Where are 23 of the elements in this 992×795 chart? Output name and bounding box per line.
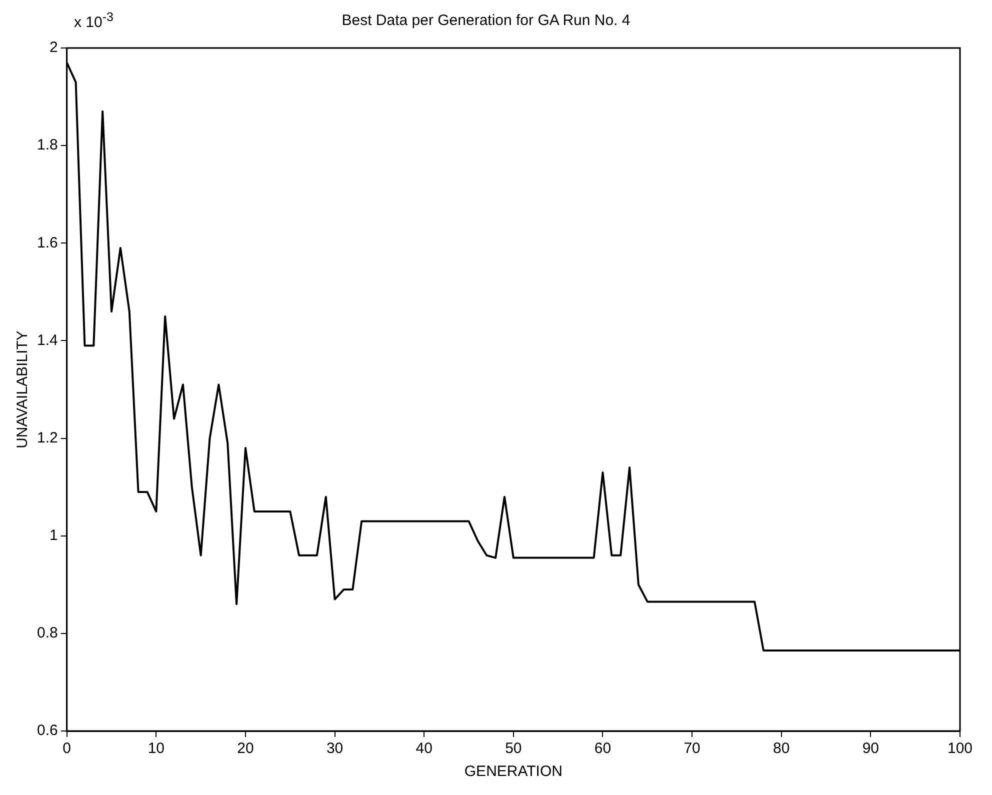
text: x 10$^{-3}$ — [74, 10, 114, 31]
x-tick-label: 70 — [684, 740, 700, 758]
x-tick-label: 30 — [326, 740, 344, 758]
x-tick-label: 80 — [773, 740, 790, 758]
x-axis-title: GENERATION — [464, 763, 562, 780]
y-axis-title: UNAVAILABILITY — [14, 330, 32, 448]
x-tick-label: 0 — [62, 740, 72, 758]
y-tick-label: 0.6 — [36, 722, 58, 740]
y-tick-label: 1.6 — [36, 234, 58, 252]
y-tick-label: 1.4 — [36, 332, 58, 349]
x-tick-label: 10 — [148, 740, 165, 758]
x-tick-label: 50 — [505, 740, 522, 758]
chart-title: Best Data per Generation for GA Run No. 4 — [342, 12, 630, 30]
x-tick-label: 20 — [237, 740, 254, 758]
y-tick-label: 1.8 — [36, 136, 58, 154]
y-tick-label: 1 — [50, 527, 58, 544]
x-tick-label: 90 — [862, 740, 880, 758]
x-tick-label: 40 — [416, 740, 432, 758]
y-tick-label: 0.8 — [36, 624, 58, 642]
y-tick-label: 2 — [50, 39, 58, 56]
x-tick-label: 60 — [594, 740, 612, 758]
y-tick-label: 1.2 — [36, 429, 58, 446]
x-tick-label: 100 — [947, 740, 973, 758]
